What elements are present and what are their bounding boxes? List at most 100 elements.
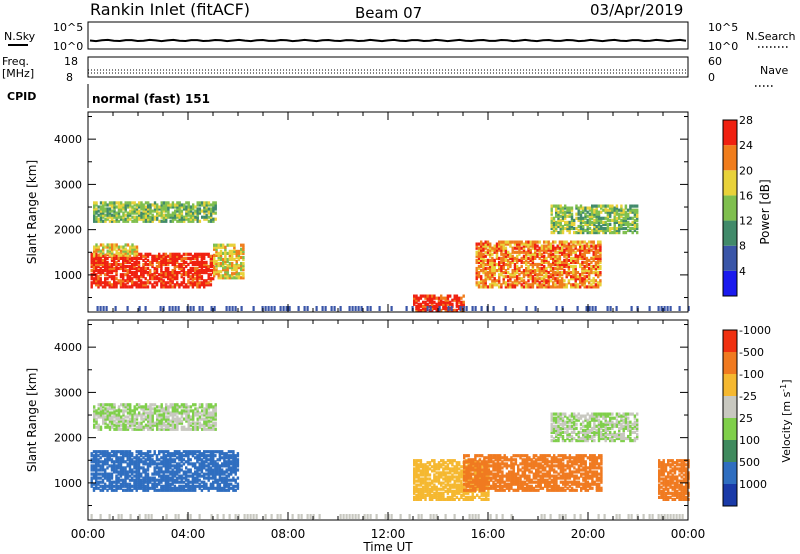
echo-cell (547, 252, 550, 256)
echo-cell (167, 462, 170, 466)
echo-cell (555, 226, 558, 231)
echo-cell (543, 271, 546, 275)
echo-cell (153, 452, 156, 456)
echo-cell (559, 206, 562, 210)
echo-cell (146, 478, 150, 482)
echo-cell (90, 254, 93, 258)
echo-cell (498, 244, 501, 248)
echo-cell (138, 425, 141, 429)
echo-cell (493, 258, 496, 262)
echo-cell (140, 279, 143, 283)
echo-cell (467, 466, 470, 470)
echo-cell (224, 255, 227, 260)
echo-cell (554, 273, 557, 277)
echo-cell (92, 269, 96, 273)
echo-cell (433, 495, 436, 499)
echo-cell (205, 207, 208, 211)
echo-cell (446, 294, 450, 298)
echo-cell (99, 472, 102, 476)
echo-cell (158, 482, 161, 486)
echo-cell (183, 403, 186, 407)
echo-cell (600, 216, 603, 220)
echo-cell (191, 478, 195, 482)
echo-cell (205, 456, 208, 460)
echo-cell (467, 491, 470, 495)
echo-cell (180, 219, 184, 223)
echo-cell (631, 220, 634, 224)
echo-cell (95, 273, 98, 277)
echo-cell (214, 478, 217, 482)
echo-cell (550, 226, 553, 231)
echo-cell (225, 460, 228, 464)
echo-cell (588, 206, 592, 210)
echo-cell (482, 266, 485, 271)
echo-cell (162, 417, 166, 421)
echo-cell (419, 463, 423, 467)
echo-cell (240, 268, 243, 272)
echo-cell (446, 491, 450, 495)
echo-cell (119, 273, 123, 277)
echo-cell (493, 277, 496, 281)
echo-cell (153, 466, 156, 470)
echo-cell (552, 240, 555, 244)
echo-cell (594, 279, 598, 283)
echo-cell (223, 482, 226, 486)
echo-cell (113, 281, 116, 285)
echo-cell (547, 271, 550, 275)
echo-cell (413, 298, 416, 302)
echo-cell (113, 427, 116, 431)
echo-cell (187, 409, 190, 413)
echo-cell (146, 262, 150, 267)
echo-cell (169, 423, 172, 427)
echo-cell (128, 486, 132, 490)
echo-cell (525, 260, 528, 264)
echo-cell (135, 460, 138, 464)
echo-cell (437, 467, 441, 471)
echo-cell (561, 262, 564, 267)
echo-cell (209, 254, 213, 258)
echo-cell (173, 452, 177, 456)
echo-cell (609, 214, 612, 218)
echo-cell (167, 466, 170, 470)
echo-cell (531, 252, 535, 256)
echo-cell (581, 271, 584, 275)
echo-cell (203, 421, 206, 425)
echo-cell (215, 253, 218, 257)
echo-cell (556, 266, 559, 271)
echo-cell (417, 483, 420, 487)
echo-cell (636, 231, 639, 235)
echo-cell (437, 471, 441, 475)
echo-cell (594, 252, 598, 256)
echo-cell (144, 468, 147, 472)
echo-cell (613, 226, 616, 231)
echo-cell (178, 421, 181, 425)
echo-cell (511, 260, 514, 264)
echo-cell (131, 201, 134, 205)
echo-cell (597, 231, 601, 235)
echo-cell (119, 470, 123, 474)
echo-cell (171, 470, 174, 474)
echo-cell (198, 417, 202, 421)
echo-cell (467, 476, 470, 480)
echo-cell (584, 222, 587, 226)
echo-cell (233, 272, 236, 276)
echo-cell (171, 260, 174, 264)
echo-cell (446, 495, 450, 499)
echo-cell (171, 271, 174, 275)
echo-cell (169, 203, 172, 207)
echo-cell (516, 250, 519, 254)
echo-cell (557, 204, 560, 208)
echo-cell (144, 476, 147, 480)
echo-cell (561, 279, 564, 283)
echo-cell (563, 248, 566, 252)
echo-cell (169, 254, 172, 258)
echo-cell (440, 308, 443, 312)
echo-cell (573, 222, 576, 226)
echo-cell (458, 300, 461, 304)
echo-cell (113, 423, 116, 427)
echo-cell (167, 415, 170, 419)
echo-cell (568, 206, 571, 210)
echo-cell (171, 427, 175, 431)
echo-cell (164, 271, 168, 275)
